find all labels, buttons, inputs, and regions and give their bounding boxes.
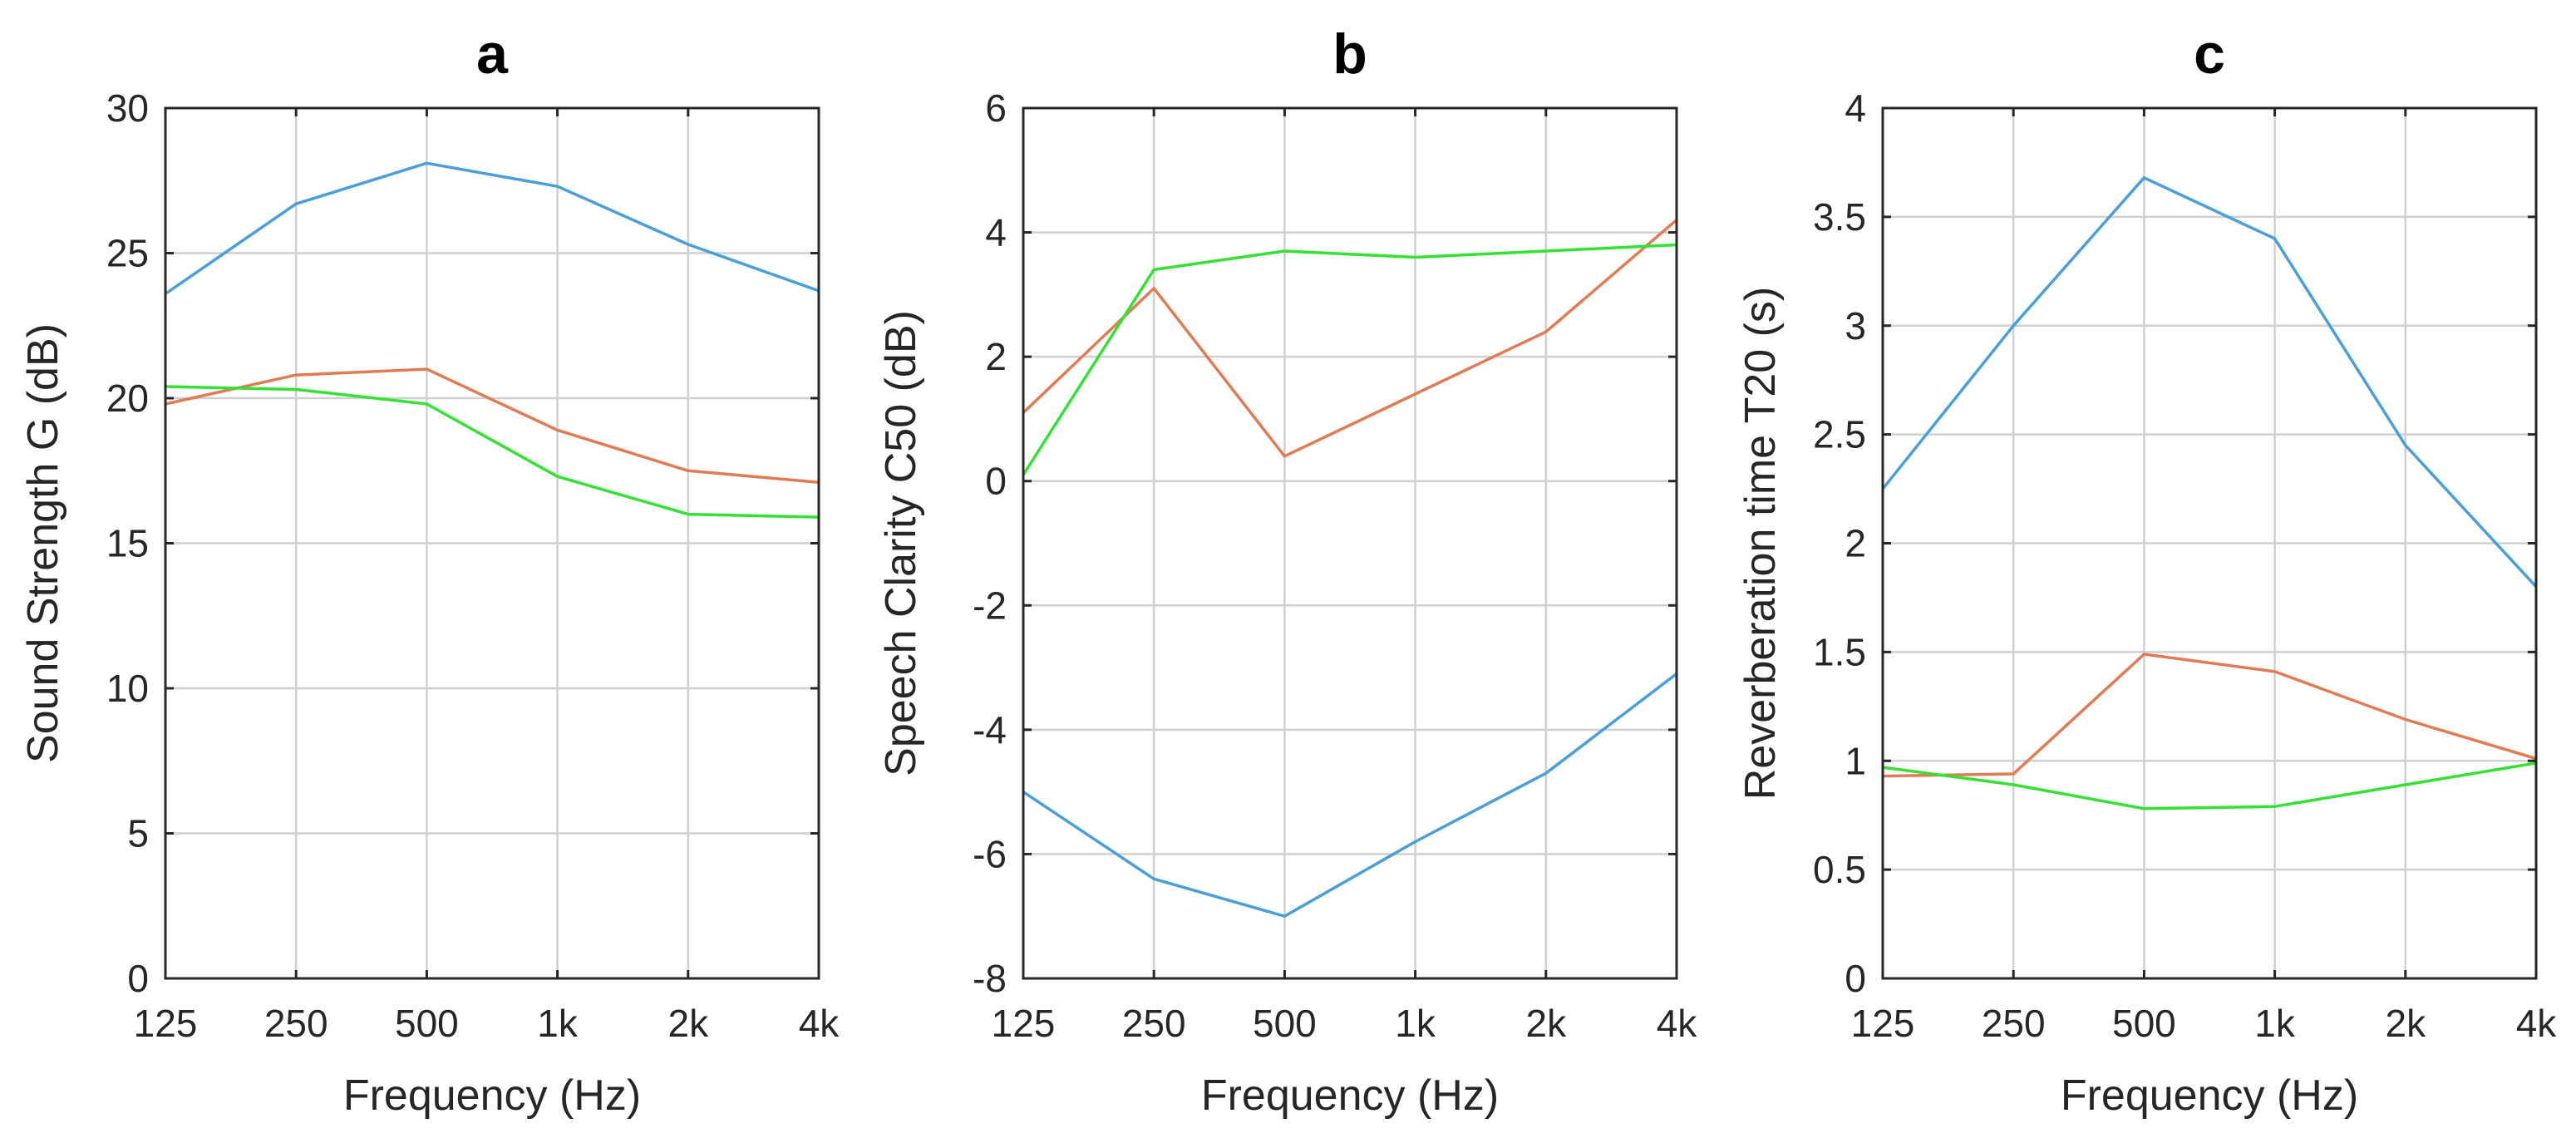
x-tick-label: 4k <box>1657 1002 1698 1045</box>
y-tick-label: 0 <box>1845 957 1866 1000</box>
x-tick-label: 500 <box>395 1002 459 1045</box>
y-tick-label: -2 <box>973 584 1007 627</box>
series-line-orange <box>1882 653 2537 778</box>
x-axis-label: Frequency (Hz) <box>343 1072 641 1120</box>
chart-panel-c: 125 250 500 1k 2k 4k 0 0.5 1 1.5 2 2.5 3 3.5 4 c Frequen… <box>1736 22 2557 1120</box>
y-axis-label: Reverberation time T20 (s) <box>1736 287 1785 801</box>
y-tick-label: 3 <box>1845 304 1866 347</box>
y-tick-label: 2 <box>1845 522 1866 565</box>
x-tick-label: 1k <box>537 1002 579 1045</box>
y-tick-label: 0 <box>985 460 1007 503</box>
y-tick-label: 10 <box>106 667 149 710</box>
chart-panel-a: 125 250 500 1k 2k 4k 0 5 10 15 20 25 30 a Frequency (H… <box>19 22 840 1120</box>
series-line-orange <box>1022 219 1678 458</box>
x-axis-label: Frequency (Hz) <box>1201 1072 1499 1120</box>
x-tick-label: 500 <box>2112 1002 2176 1045</box>
x-tick-label: 2k <box>2386 1002 2427 1045</box>
y-tick-label: 20 <box>106 377 149 420</box>
x-tick-label: 1k <box>2254 1002 2296 1045</box>
chart-panel-b: 125 250 500 1k 2k 4k -8 -6 -4 -2 0 2 4 6 b Frequency (H… <box>877 22 1697 1120</box>
x-tick-label: 250 <box>1982 1002 2046 1045</box>
axes-frame <box>1022 106 1678 980</box>
y-tick-label: 4 <box>1845 86 1866 130</box>
series-line-blue <box>165 161 820 295</box>
y-axis-label: Speech Clarity C50 (dB) <box>877 310 925 776</box>
x-tick-label: 4k <box>2516 1002 2558 1045</box>
y-tick-label: 1 <box>1845 739 1866 782</box>
series-line-orange <box>165 367 820 484</box>
x-tick-label: 125 <box>1851 1002 1915 1045</box>
x-tick-label: 2k <box>668 1002 710 1045</box>
x-axis-label: Frequency (Hz) <box>2061 1072 2358 1120</box>
panel-title: a <box>476 22 509 86</box>
series-line-green <box>1022 243 1677 476</box>
x-tick-label: 250 <box>264 1002 328 1045</box>
x-tick-label: 125 <box>134 1002 198 1045</box>
y-axis-label: Sound Strength G (dB) <box>19 323 67 763</box>
x-tick-label: 500 <box>1253 1002 1317 1045</box>
y-tick-label: 15 <box>106 522 149 565</box>
y-tick-label: 6 <box>985 86 1007 130</box>
y-tick-label: 5 <box>127 812 149 855</box>
panel-title: c <box>2194 22 2225 86</box>
x-tick-label: 4k <box>799 1002 840 1045</box>
x-tick-label: 250 <box>1122 1002 1186 1045</box>
series-line-blue <box>1022 672 1678 918</box>
y-tick-label: 2 <box>985 335 1007 378</box>
series-line-green <box>165 385 820 519</box>
x-tick-label: 125 <box>992 1002 1056 1045</box>
y-tick-label: 0.5 <box>1813 848 1866 891</box>
y-tick-label: 3.5 <box>1813 195 1866 239</box>
series-line-green <box>1882 761 2537 810</box>
y-tick-label: -8 <box>973 957 1007 1000</box>
y-tick-label: -4 <box>973 708 1007 751</box>
y-tick-label: 30 <box>106 86 149 130</box>
y-tick-label: 1.5 <box>1813 630 1866 673</box>
y-tick-label: -6 <box>973 832 1007 875</box>
y-tick-label: 2.5 <box>1813 413 1866 456</box>
series-line-blue <box>1881 176 2538 588</box>
x-tick-label: 1k <box>1395 1002 1436 1045</box>
y-tick-label: 0 <box>127 957 149 1000</box>
panel-title: b <box>1332 22 1367 86</box>
y-tick-label: 4 <box>985 211 1007 254</box>
x-tick-label: 2k <box>1526 1002 1568 1045</box>
y-tick-label: 25 <box>106 232 149 275</box>
